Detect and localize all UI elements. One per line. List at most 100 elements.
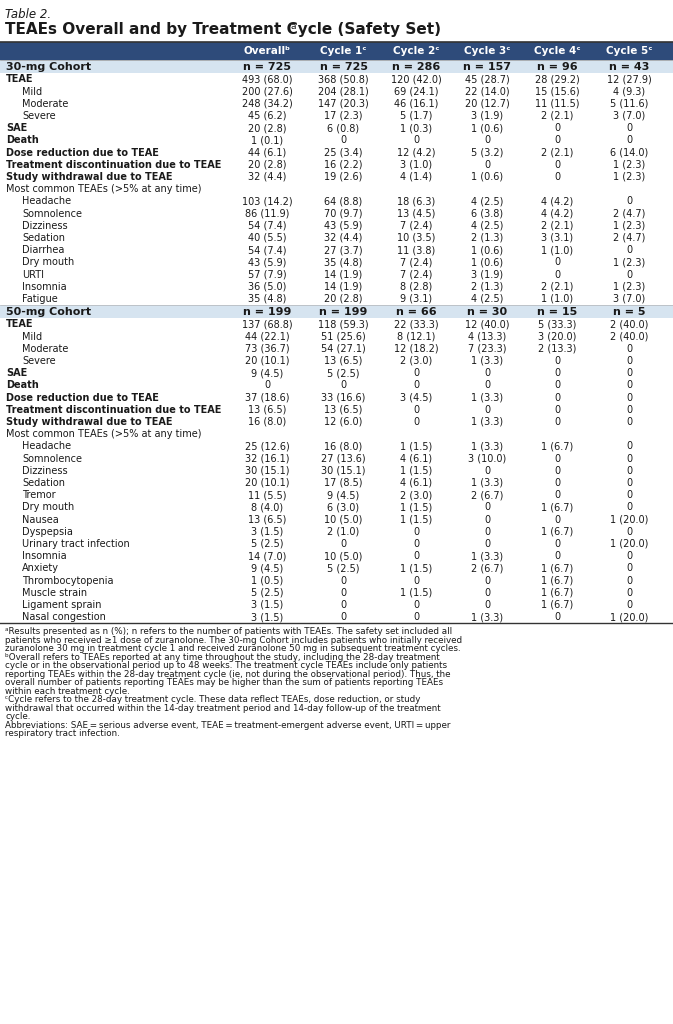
Text: 20 (2.8): 20 (2.8) xyxy=(248,160,286,170)
Text: patients who received ≥1 dose of zuranolone. The 30-mg Cohort includes patients : patients who received ≥1 dose of zuranol… xyxy=(5,636,462,645)
Text: 0: 0 xyxy=(413,612,419,623)
Text: 11 (5.5): 11 (5.5) xyxy=(248,490,286,500)
Bar xyxy=(0,562,673,574)
Text: Fatigue: Fatigue xyxy=(22,294,58,304)
Text: Nasal congestion: Nasal congestion xyxy=(22,612,106,623)
Text: 0: 0 xyxy=(484,135,490,145)
Text: 3 (10.0): 3 (10.0) xyxy=(468,454,506,464)
Bar xyxy=(0,171,673,183)
Bar xyxy=(0,391,673,403)
Text: 7 (2.4): 7 (2.4) xyxy=(400,221,433,230)
Text: 33 (16.6): 33 (16.6) xyxy=(321,392,365,402)
Text: 0: 0 xyxy=(627,344,633,353)
Text: 3 (20.0): 3 (20.0) xyxy=(538,332,576,341)
Text: Most common TEAEs (>5% at any time): Most common TEAEs (>5% at any time) xyxy=(6,184,201,195)
Bar xyxy=(0,403,673,416)
Text: 9 (4.5): 9 (4.5) xyxy=(251,563,283,573)
Text: n = 15: n = 15 xyxy=(537,306,577,316)
Text: 16 (2.2): 16 (2.2) xyxy=(324,160,363,170)
Text: Overallᵇ: Overallᵇ xyxy=(244,46,291,56)
Text: Headache: Headache xyxy=(22,197,71,206)
Bar xyxy=(0,219,673,231)
Bar xyxy=(0,231,673,244)
Bar xyxy=(0,134,673,146)
Text: 45 (28.7): 45 (28.7) xyxy=(464,75,509,84)
Text: 0: 0 xyxy=(627,551,633,561)
Text: 2 (6.7): 2 (6.7) xyxy=(471,490,503,500)
Text: 0: 0 xyxy=(627,356,633,366)
Text: reporting TEAEs within the 28-day treatment cycle (ie, not during the observatio: reporting TEAEs within the 28-day treatm… xyxy=(5,670,450,679)
Text: 14 (7.0): 14 (7.0) xyxy=(248,551,286,561)
Text: 0: 0 xyxy=(341,135,347,145)
Text: 1 (1.5): 1 (1.5) xyxy=(400,503,433,512)
Text: 30-mg Cohort: 30-mg Cohort xyxy=(6,61,91,72)
Text: 1 (1.5): 1 (1.5) xyxy=(400,441,433,452)
Text: 0: 0 xyxy=(554,380,560,390)
Text: 64 (8.8): 64 (8.8) xyxy=(324,197,363,206)
Text: 0: 0 xyxy=(484,503,490,512)
Text: 4 (6.1): 4 (6.1) xyxy=(400,478,433,487)
Text: 0: 0 xyxy=(484,600,490,610)
Text: 69 (24.1): 69 (24.1) xyxy=(394,86,439,96)
Text: SAE: SAE xyxy=(6,368,27,378)
Text: 1 (1.5): 1 (1.5) xyxy=(400,563,433,573)
Text: n = 157: n = 157 xyxy=(463,61,511,72)
Bar xyxy=(0,256,673,268)
Text: 1 (3.3): 1 (3.3) xyxy=(471,356,503,366)
Text: Cycle 4ᶜ: Cycle 4ᶜ xyxy=(534,46,580,56)
Text: 1 (20.0): 1 (20.0) xyxy=(610,612,649,623)
Text: n = 66: n = 66 xyxy=(396,306,437,316)
Text: 0: 0 xyxy=(264,380,270,390)
Text: 5 (1.7): 5 (1.7) xyxy=(400,111,433,121)
Text: 1 (0.6): 1 (0.6) xyxy=(471,123,503,133)
Text: 22 (14.0): 22 (14.0) xyxy=(464,86,509,96)
Text: 0: 0 xyxy=(413,368,419,378)
Text: 0: 0 xyxy=(554,404,560,415)
Text: 1 (0.6): 1 (0.6) xyxy=(471,257,503,267)
Text: 0: 0 xyxy=(484,466,490,476)
Text: 204 (28.1): 204 (28.1) xyxy=(318,86,369,96)
Text: 36 (5.0): 36 (5.0) xyxy=(248,282,286,292)
Text: n = 286: n = 286 xyxy=(392,61,441,72)
Text: Nausea: Nausea xyxy=(22,514,59,524)
Text: 1 (1.5): 1 (1.5) xyxy=(400,514,433,524)
Bar xyxy=(0,244,673,256)
Text: 7 (2.4): 7 (2.4) xyxy=(400,269,433,280)
Text: 46 (16.1): 46 (16.1) xyxy=(394,98,439,109)
Text: 1 (3.3): 1 (3.3) xyxy=(471,392,503,402)
Text: Tremor: Tremor xyxy=(22,490,56,500)
Text: Mild: Mild xyxy=(22,332,42,341)
Text: 0: 0 xyxy=(554,514,560,524)
Text: 22 (33.3): 22 (33.3) xyxy=(394,319,439,330)
Text: 4 (6.1): 4 (6.1) xyxy=(400,454,433,464)
Text: 3 (1.9): 3 (1.9) xyxy=(471,111,503,121)
Text: 0: 0 xyxy=(554,172,560,182)
Text: 0: 0 xyxy=(627,600,633,610)
Text: Moderate: Moderate xyxy=(22,344,69,353)
Text: 4 (2.5): 4 (2.5) xyxy=(471,294,503,304)
Text: 2 (13.3): 2 (13.3) xyxy=(538,344,576,353)
Text: 20 (10.1): 20 (10.1) xyxy=(245,478,289,487)
Bar xyxy=(0,599,673,611)
Text: 493 (68.0): 493 (68.0) xyxy=(242,75,292,84)
Bar xyxy=(0,367,673,379)
Text: 43 (5.9): 43 (5.9) xyxy=(324,221,363,230)
Text: 0: 0 xyxy=(413,380,419,390)
Bar xyxy=(0,110,673,122)
Text: within each treatment cycle.: within each treatment cycle. xyxy=(5,687,130,695)
Bar xyxy=(0,525,673,538)
Text: 12 (6.0): 12 (6.0) xyxy=(324,417,363,427)
Bar xyxy=(0,453,673,465)
Text: 3 (7.0): 3 (7.0) xyxy=(613,294,645,304)
Text: 20 (10.1): 20 (10.1) xyxy=(245,356,289,366)
Text: Cycle 5ᶜ: Cycle 5ᶜ xyxy=(606,46,653,56)
Text: cycle.: cycle. xyxy=(5,713,30,721)
Text: 1 (2.3): 1 (2.3) xyxy=(613,221,645,230)
Text: 2 (1.3): 2 (1.3) xyxy=(471,232,503,243)
Text: 0: 0 xyxy=(627,417,633,427)
Text: 32 (16.1): 32 (16.1) xyxy=(245,454,289,464)
Text: 3 (1.9): 3 (1.9) xyxy=(471,269,503,280)
Bar xyxy=(0,60,673,73)
Text: 0: 0 xyxy=(627,404,633,415)
Text: 368 (50.8): 368 (50.8) xyxy=(318,75,369,84)
